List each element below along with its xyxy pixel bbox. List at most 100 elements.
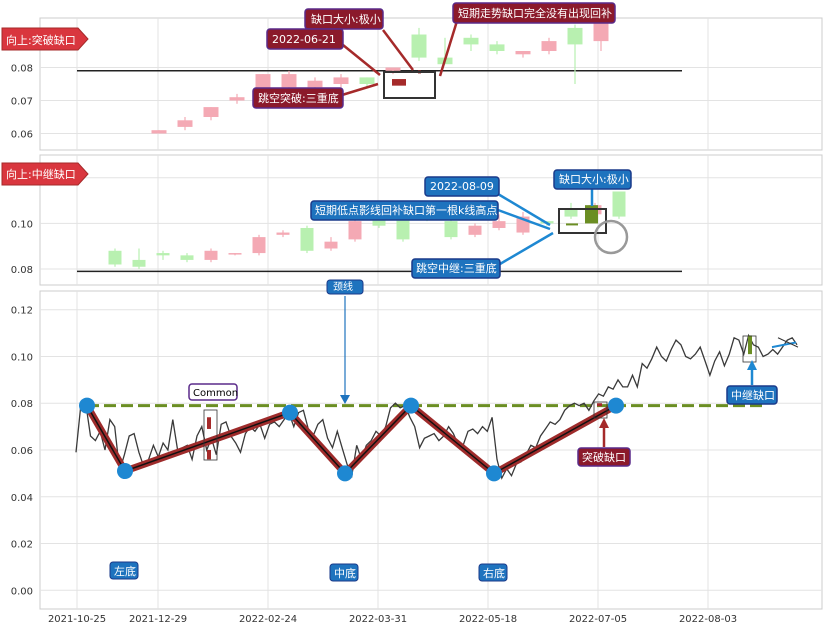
mid-candle-8 (300, 227, 314, 251)
svg-text:左底: 左底 (114, 564, 136, 578)
xtick-0: 2021-10-25 (48, 614, 106, 625)
bottom-callouts: 颈线 Common 突破缺口 中继缺口 左底 中底 右 (109, 279, 778, 582)
mid-candle-10 (348, 221, 362, 240)
top-candle-5 (281, 74, 297, 88)
mid-candle-21 (612, 191, 626, 217)
mid-candle-6 (252, 237, 266, 254)
mid-candle-2 (156, 253, 170, 256)
callout-shadow-middle: 短期低点影线回补缺口第一根k线高点 (310, 200, 499, 221)
common-gap-candle-a (207, 417, 211, 429)
svg-text:短期低点影线回补缺口第一根k线高点: 短期低点影线回补缺口第一根k线高点 (315, 203, 497, 217)
svg-text:缺口大小:极小: 缺口大小:极小 (311, 12, 381, 26)
ytick-bot-5: 0.10 (11, 352, 33, 363)
svg-text:短期走势缺口完全没有出现回补: 短期走势缺口完全没有出现回补 (458, 6, 612, 20)
pivot-1 (117, 463, 133, 480)
pivot-0 (79, 397, 95, 414)
callout-runaway-gap: 中继缺口 (726, 385, 778, 405)
y-tick-labels: 0.06 0.07 0.08 0.08 0.10 0.12 0.00 0.02 0.04 0.06… (11, 64, 33, 598)
mid-gap-candle-b (585, 205, 598, 224)
ytick-top-2: 0.08 (11, 64, 33, 75)
mid-candle-14 (444, 221, 458, 238)
svg-text:突破缺口: 突破缺口 (582, 450, 626, 464)
ytick-mid-1: 0.10 (11, 219, 33, 230)
xtick-1: 2021-12-29 (129, 614, 187, 625)
top-candle-1 (177, 120, 193, 127)
top-candle-7 (333, 77, 349, 84)
top-candle-17 (593, 21, 609, 42)
price-line (75, 333, 798, 480)
ytick-mid-0: 0.08 (11, 265, 33, 276)
top-candle-8 (359, 77, 375, 84)
svg-text:Common: Common (193, 388, 238, 399)
callout-gap-size-middle: 缺口大小:极小 (553, 169, 632, 190)
mid-candle-7 (276, 232, 290, 235)
mid-candle-1 (132, 259, 146, 267)
ytick-top-0: 0.06 (11, 130, 33, 141)
xtick-3: 2022-03-31 (349, 614, 407, 625)
xtick-6: 2022-08-03 (679, 614, 737, 625)
top-callouts: 缺口大小:极小 2022-06-21 短期走势缺口完全没有出现回补 跳空突破:三… (252, 2, 616, 109)
xtick-2: 2022-02-24 (239, 614, 297, 625)
label-middle-bottom: 中底 (329, 563, 359, 582)
mid-candle-19 (564, 209, 578, 217)
top-candle-4 (255, 74, 271, 91)
top-candle-0 (151, 130, 167, 134)
top-candle-15 (541, 41, 557, 51)
callout-triple-bottom-top: 跳空突破:三重底 (252, 87, 344, 109)
svg-text:2022-08-09: 2022-08-09 (430, 180, 494, 193)
mid-candle-15 (468, 225, 482, 235)
breakaway-gap-candle (597, 403, 602, 407)
ytick-top-1: 0.07 (11, 97, 33, 108)
pivot-2 (282, 404, 298, 421)
svg-text:跳空突破:三重底: 跳空突破:三重底 (258, 91, 339, 105)
label-left-bottom: 左底 (109, 561, 139, 580)
top-candle-2 (203, 107, 219, 117)
svg-text:中继缺口: 中继缺口 (731, 388, 775, 402)
mid-gap-candle-a (566, 223, 578, 226)
top-candle-13 (489, 44, 505, 51)
middle-callouts: 2022-08-09 缺口大小:极小 短期低点影线回补缺口第一根k线高点 跳空中… (310, 169, 632, 279)
end-trend-marker-2 (777, 337, 799, 348)
top-candle-3 (229, 97, 245, 101)
label-right-bottom: 右底 (478, 563, 508, 582)
callout-gap-size-top: 缺口大小:极小 (304, 8, 384, 30)
pivot-4 (403, 397, 419, 414)
pivot-3 (337, 465, 353, 482)
ytick-bot-1: 0.02 (11, 540, 33, 551)
x-tick-labels: 2021-10-25 2021-12-29 2022-02-24 2022-03-31… (48, 614, 737, 625)
callout-triple-bottom-middle: 跳空中继:三重底 (411, 258, 501, 279)
callout-breakaway-gap: 突破缺口 (577, 447, 631, 467)
ytick-bot-0: 0.00 (11, 586, 33, 597)
svg-text:颈线: 颈线 (333, 280, 353, 293)
xtick-4: 2022-05-18 (459, 614, 517, 625)
svg-text:缺口大小:极小: 缺口大小:极小 (559, 172, 629, 186)
svg-text:右底: 右底 (483, 566, 505, 580)
top-candle-9 (385, 67, 401, 71)
mid-candle-0 (108, 250, 122, 265)
callout-short-term-top: 短期走势缺口完全没有出现回补 (452, 2, 616, 24)
svg-text:2022-06-21: 2022-06-21 (272, 33, 336, 46)
callout-common-gap: Common (188, 383, 238, 401)
panel-top-tag-text: 向上:突破缺口 (6, 33, 76, 47)
ytick-bot-3: 0.06 (11, 446, 33, 457)
svg-text:中底: 中底 (334, 566, 356, 580)
mid-candle-4 (204, 250, 218, 260)
panel-top-tag: 向上:突破缺口 (1, 27, 89, 51)
top-candle-14 (515, 51, 531, 55)
end-trend-marker (771, 341, 797, 349)
mid-candle-16 (492, 221, 506, 228)
panel-top-frame (39, 17, 823, 151)
callout-date-middle: 2022-08-09 (424, 176, 500, 197)
top-candle-6 (307, 80, 323, 88)
ytick-bot-4: 0.08 (11, 399, 33, 410)
bottom-panel-marks (75, 333, 799, 482)
xtick-5: 2022-07-05 (569, 614, 627, 625)
ytick-bot-6: 0.12 (11, 306, 33, 317)
runaway-gap-candle (748, 335, 752, 355)
svg-text:跳空中继:三重底: 跳空中继:三重底 (416, 261, 497, 275)
mid-candle-3 (180, 255, 194, 260)
top-candle-16 (567, 27, 583, 45)
panel-middle-tag: 向上:中继缺口 (1, 162, 89, 186)
